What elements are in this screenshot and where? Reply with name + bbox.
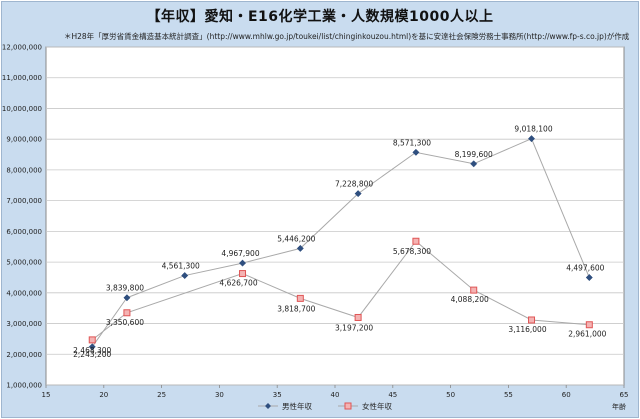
data-label: 3,818,700: [277, 304, 315, 313]
series-line: [91, 137, 590, 348]
data-label: 8,199,600: [455, 150, 493, 159]
data-point: [354, 313, 362, 321]
series-female: 2,468,300 3,350,600 4,626,700 3,818,700 3,19…: [73, 237, 607, 355]
data-label: 8,571,300: [393, 138, 431, 147]
y-tick-label: 9,000,000: [6, 136, 42, 144]
x-axis-title: 年齢: [612, 402, 626, 411]
data-label: 4,967,900: [221, 249, 259, 258]
x-tick-label: 55: [504, 391, 513, 399]
legend-marker-female: [344, 402, 352, 410]
data-point: [585, 273, 593, 282]
data-label: 3,350,600: [106, 318, 144, 327]
x-tick-label: 20: [99, 391, 108, 399]
x-tick-label: 25: [157, 391, 166, 399]
legend-label-female: 女性年収: [362, 401, 392, 411]
data-point: [585, 321, 593, 329]
data-label: 2,961,000: [568, 330, 606, 339]
x-tick-label: 35: [273, 391, 282, 399]
data-label: 5,678,300: [393, 247, 431, 256]
data-label: 3,197,200: [335, 323, 373, 332]
y-tick-label: 4,000,000: [6, 289, 42, 297]
legend-marker-male: [265, 403, 271, 409]
data-point: [296, 294, 304, 302]
x-tick-label: 30: [215, 391, 224, 399]
data-point: [296, 244, 304, 252]
y-tick-label: 5,000,000: [6, 259, 42, 267]
data-point: [470, 286, 478, 294]
data-label: 4,497,600: [566, 264, 604, 273]
data-point: [354, 190, 362, 198]
y-tick-label: 1,000,000: [6, 382, 42, 390]
data-point: [238, 259, 247, 267]
data-label: 9,018,100: [514, 125, 552, 134]
data-label: 2,243,200: [73, 350, 111, 359]
data-point: [181, 272, 189, 280]
y-tick-label: 2,000,000: [6, 351, 42, 359]
data-label: 4,626,700: [219, 279, 257, 288]
y-tick-label: 7,000,000: [6, 197, 42, 205]
data-label: 2,468,300: [73, 346, 111, 355]
x-tick-label: 65: [620, 391, 629, 399]
chart-title: 【年収】愛知・E16化学工業・人数規模1000人以上: [146, 9, 494, 25]
data-point: [527, 135, 536, 143]
y-tick-label: 10,000,000: [2, 105, 42, 113]
y-tick-label: 3,000,000: [6, 320, 42, 328]
data-label: 3,839,800: [106, 284, 144, 293]
legend: 男性年収 女性年収: [258, 401, 392, 411]
data-point: [412, 148, 420, 156]
data-point: [88, 336, 96, 344]
data-point: [528, 316, 536, 324]
x-tick-label: 60: [562, 391, 571, 399]
x-tick-label: 45: [388, 391, 397, 399]
data-point: [239, 270, 247, 278]
legend-label-male: 男性年収: [282, 401, 312, 411]
data-label: 5,446,200: [277, 234, 315, 243]
data-point: [123, 309, 131, 317]
x-tick-label: 40: [331, 391, 340, 399]
y-tick-label: 12,000,000: [2, 44, 42, 52]
data-point: [88, 343, 96, 351]
data-label: 7,228,800: [335, 180, 373, 189]
data-label: 3,116,000: [508, 325, 546, 334]
source-note: ＊H28年「厚労省賃金構造基本統計調査」(http://www.mhlw.go.…: [64, 32, 630, 41]
y-tick-label: 6,000,000: [6, 228, 42, 236]
data-point: [412, 237, 420, 245]
x-tick-label: 50: [446, 391, 455, 399]
y-tick-label: 11,000,000: [2, 74, 42, 82]
series-male: 2,243,200 3,839,800 4,561,300 4,967,900 5,44…: [73, 125, 604, 359]
data-point: [470, 160, 478, 168]
y-tick-label: 8,000,000: [6, 166, 42, 174]
data-label: 4,088,200: [451, 295, 489, 304]
data-label: 4,561,300: [162, 262, 200, 271]
x-tick-label: 15: [42, 391, 51, 399]
data-point: [123, 294, 131, 302]
